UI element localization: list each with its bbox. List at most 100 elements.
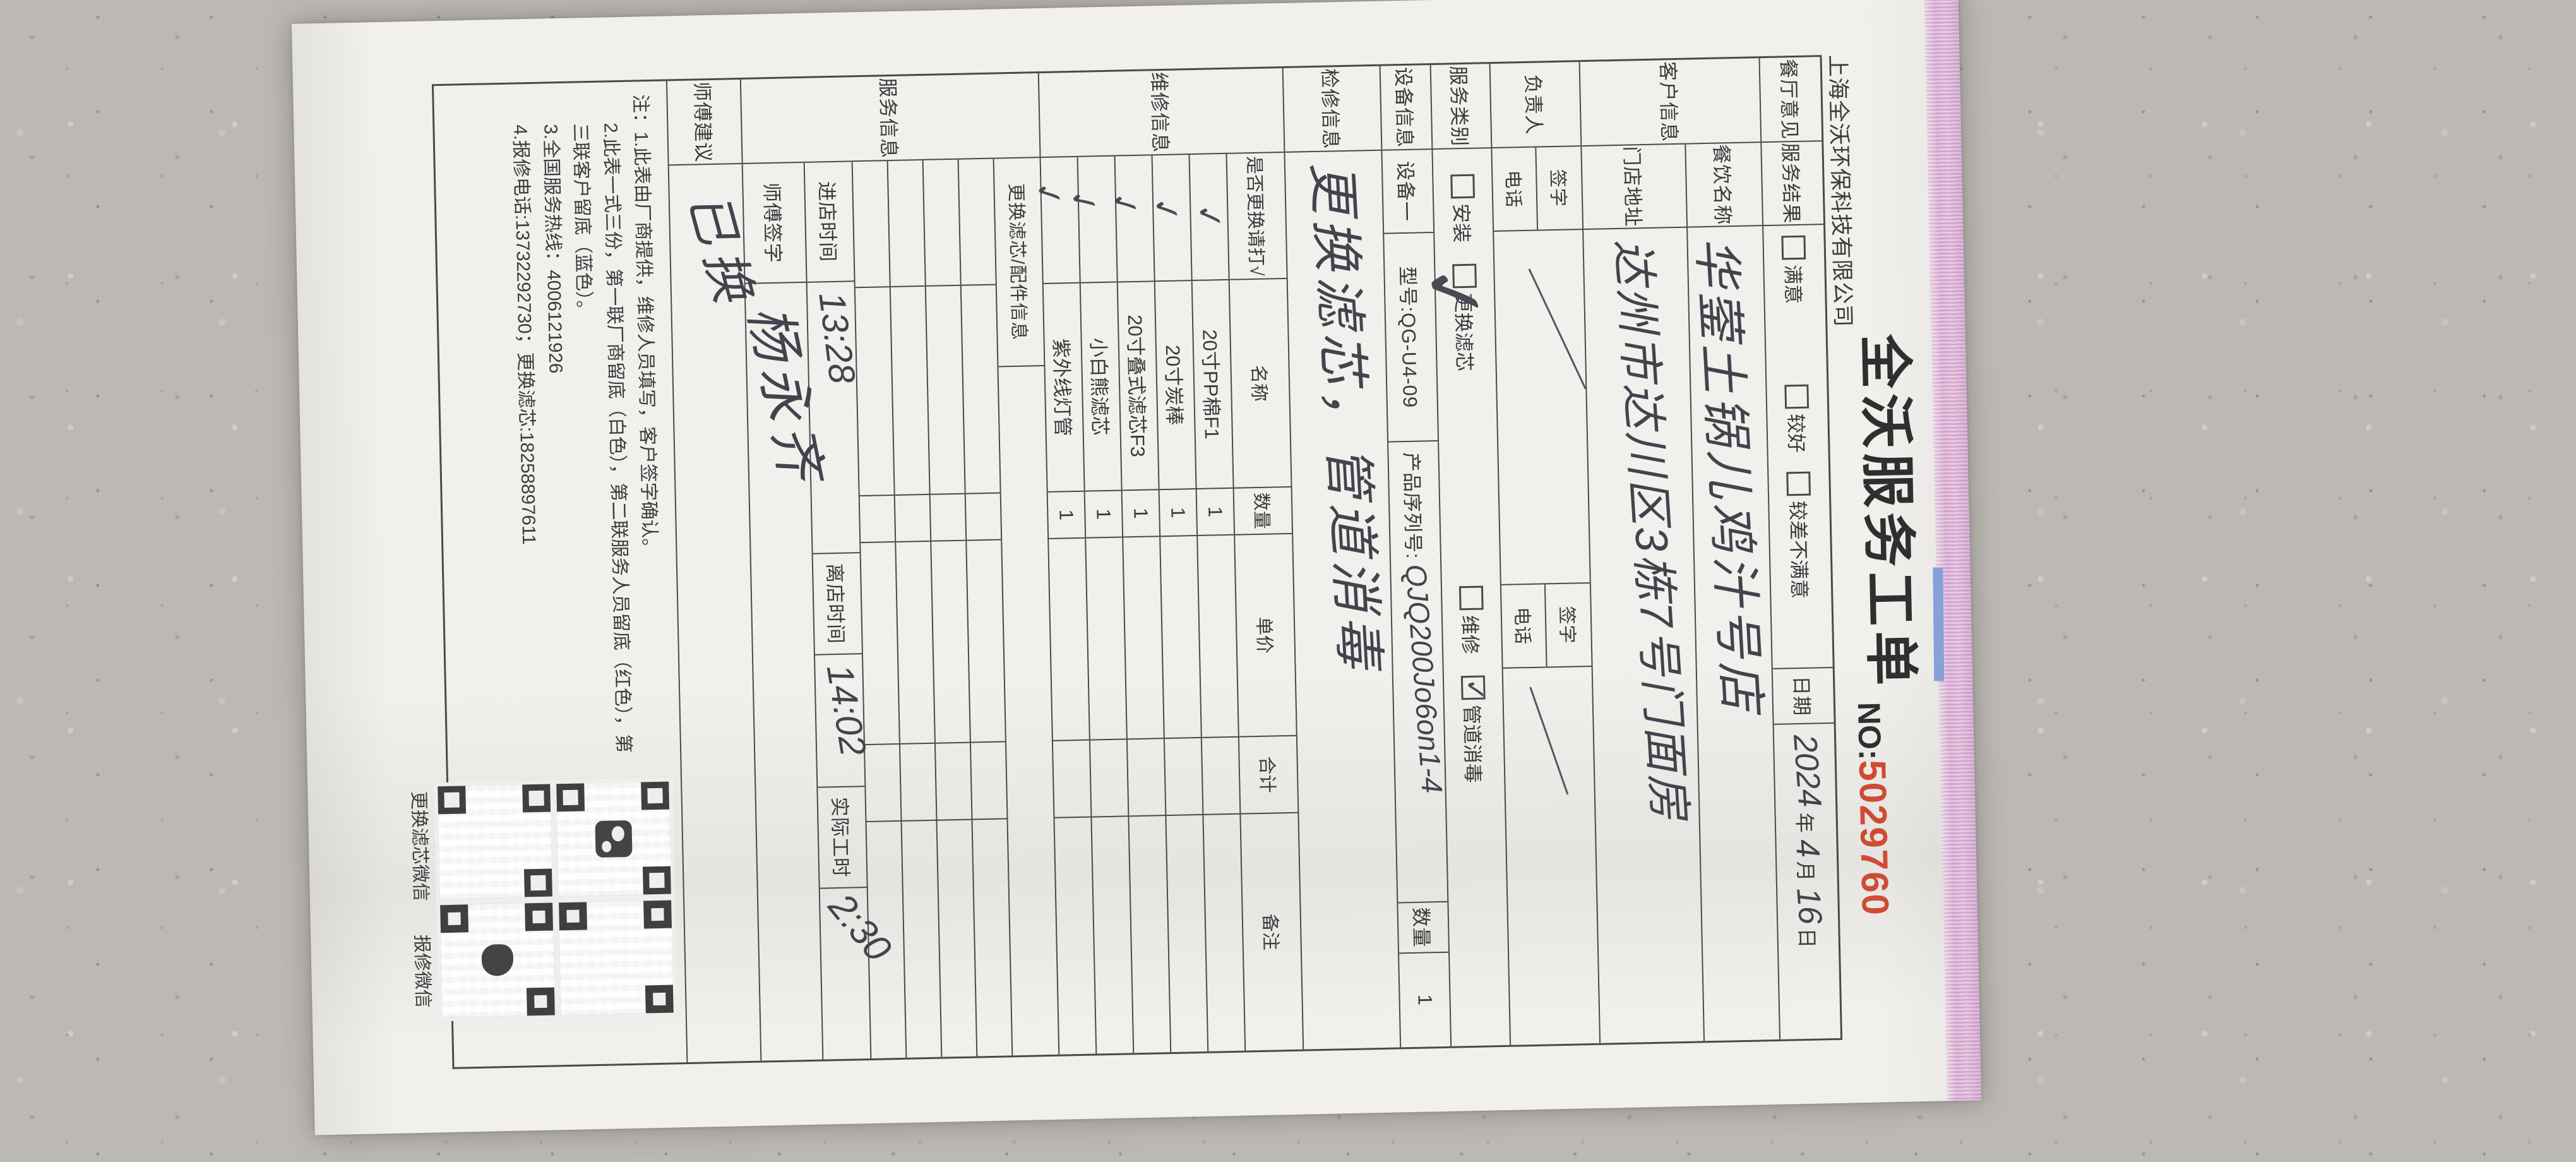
qr-caption-replace-filter: 更换滤芯微信 <box>408 791 431 902</box>
qr-finder <box>645 985 674 1014</box>
part-name-2: 20寸炭棒 <box>1155 280 1196 489</box>
year-suffix: 年 <box>1793 812 1816 834</box>
repair-table: 是否更换请打√ 名称 数量 单价 合计 备注 ✓ 20寸PP棉F1 1 <box>1027 151 1303 1055</box>
device-model: 型号:QG-U4-09 <box>1384 232 1438 441</box>
date-month-handwritten: 4 <box>1788 837 1827 859</box>
advice-label: 师傅建议 <box>690 81 715 163</box>
part-qty-3: 1 <box>1122 489 1160 537</box>
option-repair-label: 维修 <box>1458 614 1482 655</box>
checkout-value: 14:02 <box>814 653 874 787</box>
service-type-label: 服务类别 <box>1447 65 1471 147</box>
service-result-label: 服务结果 <box>1762 140 1824 225</box>
option-replace-filter: ✓ 更换滤芯 <box>1405 253 1501 372</box>
option-install: 安装 <box>1448 174 1478 243</box>
form-table: 餐厅意见 服务结果 满意 较好 较差不满意 日期 2024 年 4 月 16 日 <box>408 55 1843 1069</box>
qr-finder <box>556 783 585 812</box>
col-note: 备注 <box>1241 812 1303 1051</box>
service-info-label: 服务信息 <box>876 77 901 159</box>
option-fair-label: 较好 <box>1784 413 1808 453</box>
owner-sign-phone-2: 签字 电话 <box>1501 582 1592 668</box>
restaurant-name-handwritten: 华蓥土锅儿鸡汁号店 <box>1688 236 1770 716</box>
customer-rows: 餐饮名称 华蓥土锅儿鸡汁号店 门店地址 达州市达川区3栋7号门面房 <box>1582 141 1780 1043</box>
feedback-options: 满意 较好 较差不满意 <box>1763 224 1833 668</box>
col-price: 单价 <box>1235 532 1296 736</box>
qr-finder <box>523 868 552 897</box>
store-address-value: 达州市达川区3栋7号门面房 <box>1583 226 1704 1043</box>
serial-no: NO:5029760 <box>1851 702 1897 917</box>
sign-label-1: 签字 <box>1547 169 1568 208</box>
store-address-row: 门店地址 达州市达川区3栋7号门面房 <box>1582 143 1705 1043</box>
part-total-3 <box>1127 738 1166 816</box>
option-replace-filter-label: 更换滤芯 <box>1452 292 1476 372</box>
qr-finder <box>440 904 469 933</box>
date-day-handwritten: 16 <box>1789 886 1828 926</box>
part-note-3 <box>1129 815 1171 1053</box>
service-work-order-paper: 上海全沃环保科技有限公司 全沃服务工单 NO:5029760 餐厅意见 服务结果… <box>291 0 1982 1135</box>
company-name: 上海全沃环保科技有限公司 <box>1825 54 1856 328</box>
part-note-5 <box>1054 816 1096 1055</box>
day-suffix: 日 <box>1795 927 1819 949</box>
device-serial: 产品序列号: QJQ200Jo6on1-4 <box>1388 440 1449 902</box>
part-note-1 <box>1203 813 1245 1051</box>
qr-code-report-repair-1 <box>554 896 677 1019</box>
parts-header-label: 更换滤芯/配件信息 <box>994 157 1044 366</box>
part-total-4 <box>1090 738 1128 817</box>
option-pipe-disinfect: ✓ 管道消毒 <box>1458 675 1491 784</box>
option-satisfied: 满意 <box>1779 235 1809 304</box>
no-number: 5029760 <box>1851 759 1897 917</box>
option-unsatisfied-label: 较差不满意 <box>1786 500 1811 599</box>
part-total-5 <box>1052 739 1091 817</box>
row-customer: 客户信息 餐饮名称 华蓥土锅儿鸡汁号店 门店地址 达州市达川区3栋7号门面房 <box>1580 58 1781 1043</box>
store-address-handwritten: 达州市达川区3栋7号门面房 <box>1606 237 1695 824</box>
date-label: 日期 <box>1772 666 1834 724</box>
option-install-label: 安装 <box>1450 203 1474 243</box>
part-name-5: 紫外线灯管 <box>1043 282 1084 491</box>
row-notes: 注：1.此表由厂商提供，维修人员填写，客户签字确认。 2.此表一式三份，第一联厂… <box>408 81 688 1067</box>
qr-area: 更换滤芯微信 报修微信 <box>408 765 687 1067</box>
col-check: 是否更换请打√ <box>1227 151 1287 279</box>
device-qty-label: 数量 <box>1398 901 1449 953</box>
repair-section-label: 维修信息 <box>1147 71 1172 153</box>
wechat-icon <box>595 820 633 858</box>
part-price-3 <box>1123 536 1164 739</box>
col-total: 合计 <box>1239 734 1298 813</box>
pen-stroke <box>1529 686 1569 795</box>
qr-finder <box>643 900 672 929</box>
notes-block: 注：1.此表由厂商提供，维修人员填写，客户签字确认。 2.此表一式三份，第一联厂… <box>434 81 681 770</box>
phone-label-1: 电话 <box>1492 147 1539 231</box>
option-fair: 较好 <box>1782 384 1812 453</box>
checkbox-pipe-disinfect: ✓ <box>1459 675 1491 702</box>
qr-finder <box>525 902 554 931</box>
col-name: 名称 <box>1229 277 1291 488</box>
qr-code-report-repair-2 <box>436 899 559 1022</box>
part-price-5 <box>1049 537 1089 740</box>
hours-label: 实际工时 <box>818 786 867 888</box>
part-price-2 <box>1160 534 1201 738</box>
form-title: 全沃服务工单 <box>1853 333 1922 692</box>
inspection-label: 检修信息 <box>1318 68 1342 150</box>
row-service-info: 服务信息 更换滤芯/配件信息 <box>737 73 1060 1061</box>
checkbox-satisfied <box>1781 235 1806 260</box>
device-one-label: 设备一 <box>1382 148 1434 233</box>
part-note-4 <box>1092 815 1133 1054</box>
qr-captions: 更换滤芯微信 报修微信 <box>407 783 440 1043</box>
store-address-label: 门店地址 <box>1582 143 1687 229</box>
qr-finder <box>526 987 555 1016</box>
qr-code-replace-filter-1 <box>552 777 675 901</box>
qr-caption-report-repair: 报修微信 <box>411 934 433 1009</box>
option-pipe-disinfect-label: 管道消毒 <box>1460 704 1484 784</box>
part-name-3: 20寸叠式滤芯F3 <box>1118 280 1159 490</box>
checkbox-repair <box>1458 585 1484 611</box>
qr-finder <box>559 902 588 931</box>
part-name-1: 20寸PP棉F1 <box>1192 279 1233 488</box>
part-qty-2: 1 <box>1159 488 1197 536</box>
qr-finder <box>642 866 671 895</box>
device-serial-label: 产品序列号: <box>1400 452 1425 560</box>
date-value: 2024 年 4 月 16 日 <box>1774 722 1841 1039</box>
qr-code-replace-filter-2 <box>434 780 557 903</box>
part-total-2 <box>1164 736 1203 815</box>
feedback-label: 餐厅意见 <box>1777 58 1801 140</box>
qr-center-icon <box>481 943 514 976</box>
part-qty-4: 1 <box>1085 489 1123 537</box>
